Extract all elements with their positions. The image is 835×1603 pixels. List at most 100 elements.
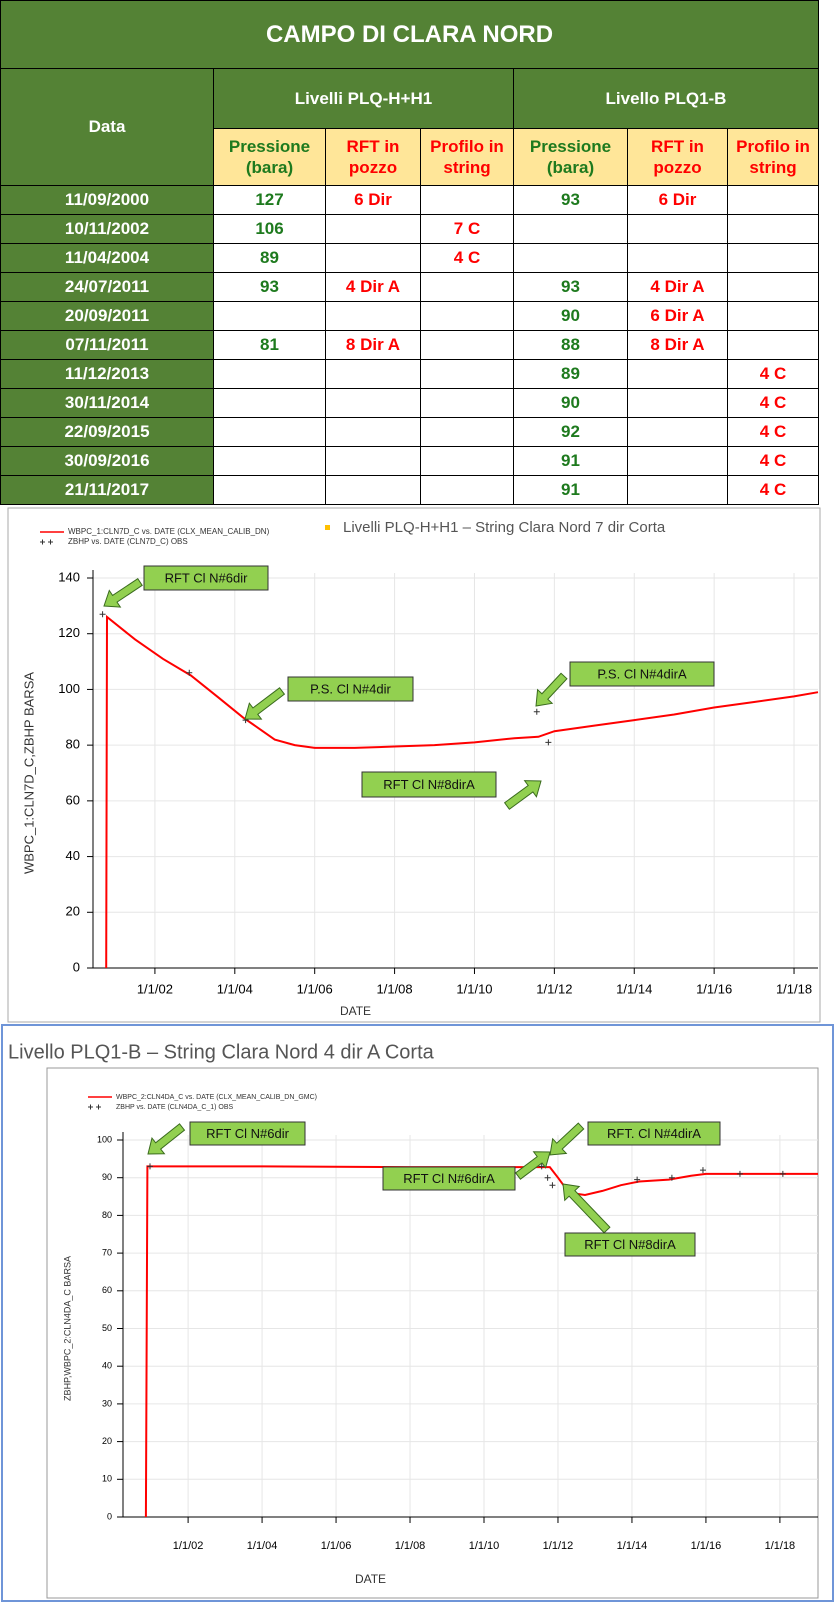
chart-title: Livello PLQ1-B – String Clara Nord 4 dir… (8, 1041, 435, 1063)
sub-header: Pressione (bara) (213, 128, 326, 186)
x-tick-label: 1/1/12 (536, 981, 572, 996)
value-cell: 88 (513, 330, 628, 360)
value-cell: 6 Dir (627, 185, 728, 215)
value-cell: 4 C (726, 417, 820, 447)
table-row: 10/11/2002 106 7 C (0, 214, 820, 244)
value-cell (325, 417, 421, 447)
value-cell (213, 417, 326, 447)
callout-box (361, 771, 497, 798)
x-tick-label: 1/1/02 (137, 981, 173, 996)
observation (533, 708, 540, 715)
table-row: 11/12/2013 89 4 C (0, 359, 820, 389)
date-header: Data (0, 68, 214, 186)
value-cell (726, 243, 820, 273)
group-header: Livelli PLQ-H+H1 (213, 68, 514, 129)
callout-arrow (244, 687, 286, 720)
value-cell (325, 243, 421, 273)
value-cell: 4 C (726, 388, 820, 418)
table-row: 11/04/2004 89 4 C (0, 243, 820, 273)
value-cell (213, 446, 326, 476)
y-tick-label: 60 (66, 792, 80, 807)
callout-arrow (562, 1183, 611, 1234)
x-tick-label: 1/1/18 (765, 1540, 796, 1552)
x-tick-label: 1/1/08 (377, 981, 413, 996)
value-cell (726, 214, 820, 244)
value-cell (213, 359, 326, 389)
callout-label: P.S. Cl N#4dirA (597, 666, 687, 681)
value-cell: 90 (513, 388, 628, 418)
value-cell (726, 330, 820, 360)
date-cell: 11/09/2000 (0, 185, 214, 215)
date-cell: 07/11/2011 (0, 330, 214, 360)
value-cell: 4 C (420, 243, 514, 273)
value-cell (420, 272, 514, 302)
value-cell (213, 475, 326, 505)
observation (699, 1167, 706, 1174)
y-tick-label: 10 (102, 1474, 112, 1484)
y-axis-label: WBPC_1:CLN7D_C,ZBHP BARSA (21, 672, 36, 874)
y-tick-label: 80 (66, 737, 80, 752)
value-cell (726, 301, 820, 331)
value-cell: 7 C (420, 214, 514, 244)
callout-arrow (549, 1122, 585, 1156)
chart-frame (7, 507, 821, 1023)
value-cell (420, 359, 514, 389)
legend-marker (88, 1104, 93, 1110)
callout-label: RFT Cl N#6dir (165, 570, 249, 585)
table-row: 30/11/2014 90 4 C (0, 388, 820, 418)
plot-frame (46, 1067, 819, 1599)
value-cell (513, 243, 628, 273)
date-cell: 22/09/2015 (0, 417, 214, 447)
callout-box (189, 1121, 306, 1146)
table-row: 22/09/2015 92 4 C (0, 417, 820, 447)
legend-label: WBPC_2:CLN4DA_C vs. DATE (CLX_MEAN_CALIB… (116, 1094, 317, 1101)
table-row: 21/11/2017 91 4 C (0, 475, 820, 505)
value-cell: 92 (513, 417, 628, 447)
x-tick-label: 1/1/10 (456, 981, 492, 996)
observation (544, 1174, 551, 1181)
callout-label: RFT Cl N#6dir (206, 1126, 290, 1141)
observation (545, 739, 552, 746)
value-cell (627, 243, 728, 273)
observation (668, 1174, 675, 1181)
value-cell (420, 475, 514, 505)
date-cell: 24/07/2011 (0, 272, 214, 302)
value-cell (325, 446, 421, 476)
value-cell (325, 359, 421, 389)
table-row: 07/11/2011 81 8 Dir A 88 8 Dir A (0, 330, 820, 360)
date-cell: 30/11/2014 (0, 388, 214, 418)
value-cell: 8 Dir A (325, 330, 421, 360)
callout-label: RFT Cl N#8dirA (383, 777, 475, 792)
callout-label: RFT Cl N#6dirA (403, 1171, 495, 1186)
value-cell (627, 417, 728, 447)
pressure-table: CAMPO DI CLARA NORD Data Livelli PLQ-H+H… (0, 0, 820, 505)
sub-header: RFT in pozzo (325, 128, 421, 186)
y-tick-label: 100 (97, 1134, 112, 1144)
value-cell (420, 446, 514, 476)
table-row: 11/09/2000 127 6 Dir 93 6 Dir (0, 185, 820, 215)
title-bullet (325, 525, 330, 530)
y-tick-label: 120 (58, 625, 80, 640)
date-cell: 21/11/2017 (0, 475, 214, 505)
value-cell: 6 Dir A (627, 301, 728, 331)
observation (147, 1163, 154, 1170)
x-tick-label: 1/1/14 (617, 1540, 648, 1552)
value-cell (726, 185, 820, 215)
date-cell: 10/11/2002 (0, 214, 214, 244)
x-tick-label: 1/1/12 (543, 1540, 574, 1552)
value-cell: 4 C (726, 359, 820, 389)
legend-marker (40, 539, 45, 545)
group-header: Livello PLQ1-B (512, 68, 820, 129)
y-tick-label: 100 (58, 681, 80, 696)
value-cell: 91 (513, 446, 628, 476)
y-tick-label: 20 (66, 904, 80, 919)
table-row: 30/09/2016 91 4 C (0, 446, 820, 476)
value-cell (420, 417, 514, 447)
table-row: 20/09/2011 90 6 Dir A (0, 301, 820, 331)
value-cell (213, 301, 326, 331)
series-line (144, 1165, 818, 1518)
value-cell (325, 301, 421, 331)
y-tick-label: 40 (66, 848, 80, 863)
value-cell (627, 475, 728, 505)
